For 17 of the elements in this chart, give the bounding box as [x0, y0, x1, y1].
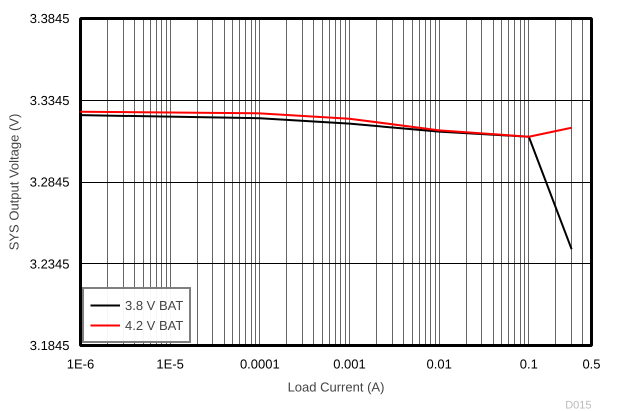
- x-tick-label: 0.5: [582, 356, 601, 372]
- legend-label: 4.2 V BAT: [125, 318, 184, 332]
- y-tick-label: 3.3345: [30, 92, 70, 108]
- x-tick-label: 0.001: [333, 356, 366, 372]
- x-tick-label: 1E-6: [66, 356, 94, 372]
- x-tick-label: 0.1: [520, 356, 538, 372]
- text: D015: [565, 400, 592, 411]
- y-axis-title: SYS Output Voltage (V): [6, 114, 22, 250]
- x-tick-label: 0.01: [426, 356, 452, 372]
- x-tick-label: 1E-5: [156, 356, 184, 372]
- y-tick-label: 3.1845: [30, 338, 70, 353]
- legend-label: 3.8 V BAT: [125, 298, 184, 312]
- x-axis-title: Load Current (A): [288, 380, 384, 394]
- y-tick-label: 3.3845: [30, 11, 70, 26]
- y-tick-label: 3.2845: [30, 174, 70, 190]
- y-tick-label: 3.2345: [30, 256, 70, 272]
- x-tick-label: 0.0001: [240, 356, 280, 372]
